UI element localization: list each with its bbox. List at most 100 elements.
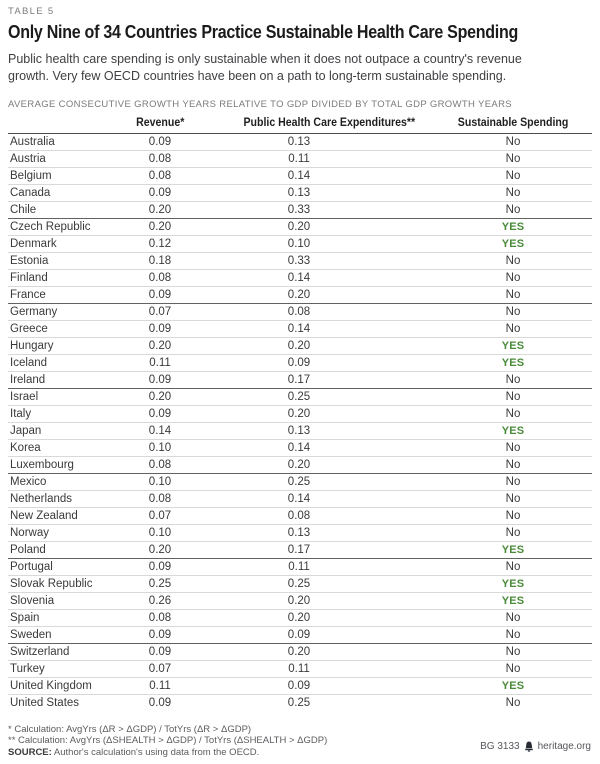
country-cell: New Zealand [8,507,100,525]
expenditure-cell: 0.13 [236,524,378,542]
table-row: Estonia 0.18 0.33 No [8,252,592,270]
country-cell: Luxembourg [8,456,100,474]
country-cell: Estonia [8,252,100,270]
country-cell: Sweden [8,626,100,644]
table-row: Japan 0.14 0.13 YES [8,422,592,440]
metric-description-label: AVERAGE CONSECUTIVE GROWTH YEARS RELATIV… [8,99,512,110]
table-row: Greece 0.09 0.14 No [8,320,592,338]
expenditure-cell: 0.11 [236,150,378,168]
footnotes: * Calculation: AvgYrs (ΔR > ΔGDP) / TotY… [8,724,592,759]
expenditure-cell: 0.09 [236,626,378,644]
revenue-cell: 0.09 [100,405,236,423]
country-cell: Israel [8,388,100,406]
table-row: Norway 0.10 0.13 No [8,524,592,542]
country-cell: Netherlands [8,490,100,508]
table-row: Finland 0.08 0.14 No [8,269,592,287]
table-row: Australia 0.09 0.13 No [8,133,592,151]
country-cell: Italy [8,405,100,423]
country-cell: Korea [8,439,100,457]
expenditure-cell: 0.13 [236,422,378,440]
expenditure-cell: 0.33 [236,252,378,270]
table-row: Netherlands 0.08 0.14 No [8,490,592,508]
revenue-cell: 0.10 [100,473,236,491]
table-header-row: Revenue* Public Health Care Expenditures… [8,117,592,134]
sustainable-cell: No [378,388,592,406]
country-cell: United States [10,697,80,710]
publication-credit: BG 3133 heritage.org [480,741,591,752]
revenue-cell: 0.20 [100,541,236,559]
heritage-logo-icon [524,741,534,752]
sustainable-cell: No [378,269,592,287]
sustainable-cell: No [378,150,592,168]
country-cell: Finland [8,269,100,287]
sustainable-cell: No [378,405,592,423]
expenditure-cell: 0.11 [236,558,378,576]
expenditure-cell: 0.20 [236,643,378,661]
footnote-expenditure-calc: ** Calculation: AvgYrs (ΔSHEALTH > ΔGDP)… [8,735,328,746]
expenditure-cell: 0.08 [236,303,378,321]
sustainable-cell: YES [378,354,592,372]
table-row: Switzerland 0.09 0.20 No [8,643,592,661]
revenue-cell: 0.09 [100,626,236,644]
table-row: Belgium 0.08 0.14 No [8,167,592,185]
sustainable-cell: YES [378,235,592,253]
sustainable-cell: No [378,201,592,219]
table-row: France 0.09 0.20 No [8,286,592,304]
column-header-revenue: Revenue* [100,117,236,134]
table-row: Turkey 0.07 0.11 No [8,660,592,678]
sustainable-cell: No [378,133,592,151]
sustainable-cell: YES [378,592,592,610]
revenue-cell: 0.09 [100,558,236,576]
revenue-cell: 0.10 [100,439,236,457]
sustainable-cell: No [378,286,592,304]
expenditure-cell: 0.08 [236,507,378,525]
expenditure-cell: 0.13 [236,184,378,202]
expenditure-cell: 0.20 [236,405,378,423]
revenue-cell: 0.18 [100,252,236,270]
table-row: Spain 0.08 0.20 No [8,609,592,627]
revenue-cell: 0.14 [100,422,236,440]
sustainable-cell: No [505,697,521,710]
expenditure-cell: 0.25 [236,575,378,593]
country-cell: Slovak Republic [8,575,100,593]
revenue-cell: 0.08 [100,456,236,474]
country-cell: Australia [8,133,100,151]
revenue-cell: 0.09 [100,133,236,151]
table-row: Israel 0.20 0.25 No [8,388,592,406]
sustainable-cell: No [378,320,592,338]
revenue-cell: 0.25 [100,575,236,593]
subtitle-line-1: Public health care spending is only sust… [8,52,522,66]
expenditure-cell: 0.13 [236,133,378,151]
expenditure-cell: 0.14 [236,269,378,287]
table-row: New Zealand 0.07 0.08 No [8,507,592,525]
expenditure-cell: 0.17 [236,541,378,559]
revenue-cell: 0.09 [100,371,236,389]
expenditure-cell: 0.20 [236,609,378,627]
page-title: Only Nine of 34 Countries Practice Susta… [8,22,519,42]
expenditure-cell: 0.20 [236,456,378,474]
expenditure-cell: 0.09 [236,354,378,372]
table-row: Iceland 0.11 0.09 YES [8,354,592,372]
sustainable-cell: No [378,439,592,457]
sustainable-cell: No [378,473,592,491]
sustainable-cell: No [378,643,592,661]
sustainable-cell: YES [378,337,592,355]
country-cell: Turkey [8,660,100,678]
sustainable-cell: No [378,558,592,576]
expenditure-cell: 0.20 [236,218,378,236]
country-cell: Ireland [8,371,100,389]
country-cell: Belgium [8,167,100,185]
country-cell: Japan [8,422,100,440]
country-cell: Norway [8,524,100,542]
sustainable-cell: No [378,167,592,185]
expenditure-cell: 0.25 [287,697,311,710]
revenue-cell: 0.07 [100,303,236,321]
table-row: Sweden 0.09 0.09 No [8,626,592,644]
credit-site: heritage.org [537,741,591,752]
revenue-cell: 0.08 [100,609,236,627]
column-header-country [8,117,100,134]
table-row: United Kingdom 0.11 0.09 YES [8,677,592,695]
country-cell: Spain [8,609,100,627]
table-row: Chile 0.20 0.33 No [8,201,592,219]
